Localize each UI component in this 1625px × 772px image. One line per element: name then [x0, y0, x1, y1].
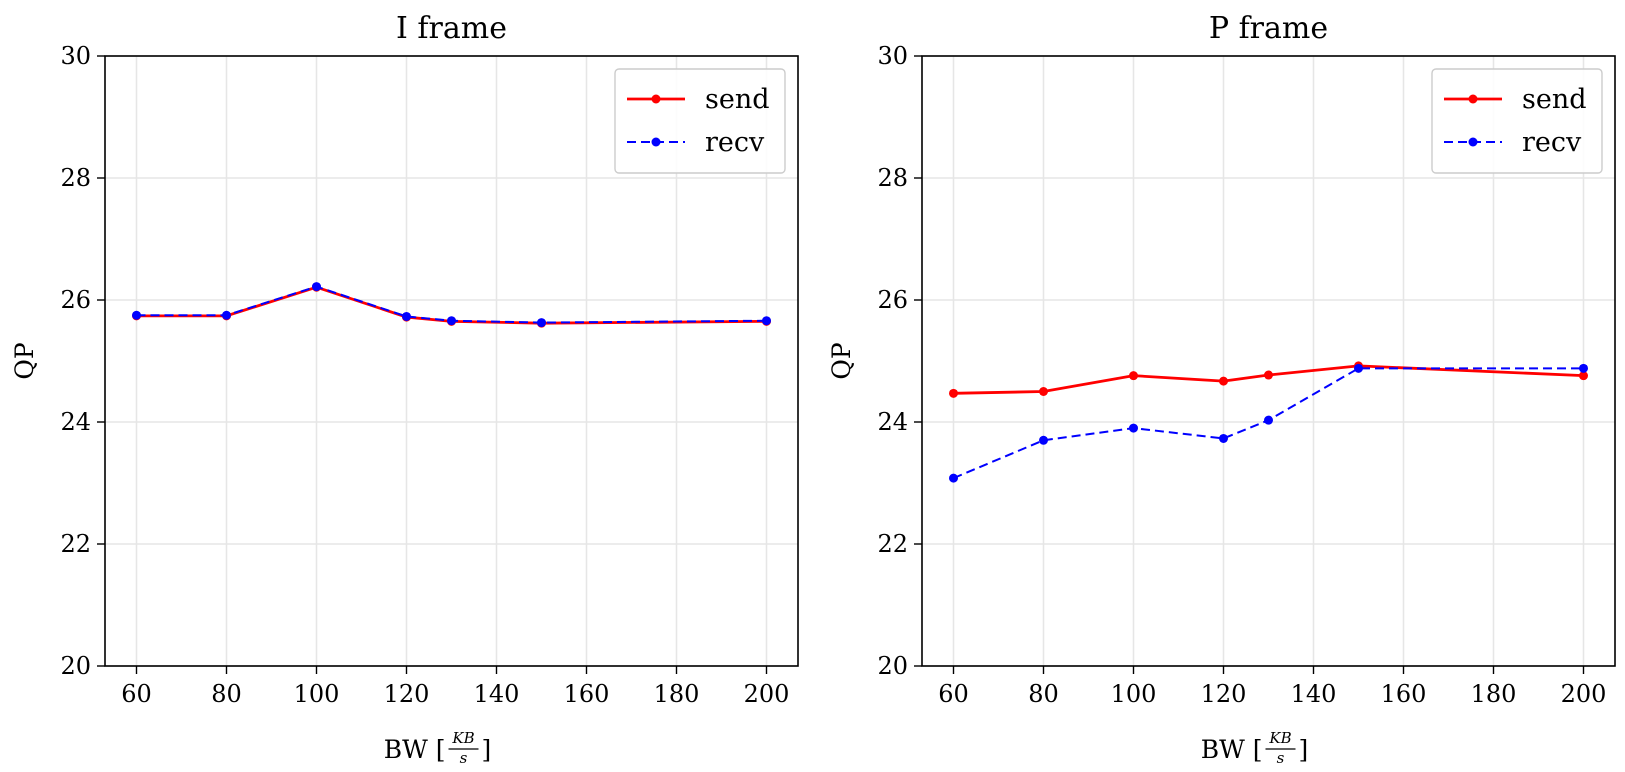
x-tick-label: 120	[384, 680, 430, 708]
x-axis-label-numerator: KB	[1268, 729, 1291, 747]
x-axis-label-main: BW [	[384, 735, 446, 764]
y-tick-label: 26	[60, 286, 91, 314]
y-tick-label: 24	[60, 408, 91, 436]
chart-panel-1: 60 80 100 120 140 160 180 200 20 22 24 26 28 30 I fram…	[10, 11, 799, 767]
data-point-recv	[402, 311, 411, 321]
data-point-recv	[949, 473, 958, 483]
chart-title: I frame	[396, 11, 507, 46]
legend-marker-send	[651, 94, 661, 104]
data-point-recv	[1129, 423, 1138, 433]
data-point-send	[1219, 376, 1228, 386]
x-tick-label: 140	[474, 680, 520, 708]
y-tick-label: 30	[877, 42, 908, 70]
x-tick-label: 180	[1471, 680, 1517, 708]
x-axis-label-numerator: KB	[451, 729, 474, 747]
series-line-send	[953, 364, 1584, 395]
data-point-send	[949, 388, 958, 398]
data-point-recv	[222, 310, 231, 320]
legend-marker-send	[1468, 94, 1478, 104]
data-point-recv	[762, 316, 771, 326]
data-point-send	[1129, 371, 1138, 381]
legend-label-send: send	[705, 84, 770, 115]
x-tick-label: 100	[294, 680, 340, 708]
x-tick-label: 60	[938, 680, 969, 708]
data-point-send	[1039, 387, 1048, 396]
y-axis-label: QP	[827, 342, 856, 379]
y-tick-label: 30	[60, 42, 91, 70]
x-axis-label: BW [ KB s]	[1201, 729, 1309, 767]
y-tick-label: 22	[877, 530, 908, 558]
x-axis-label-main: BW [	[1201, 735, 1263, 764]
x-tick-label: 80	[1028, 680, 1059, 708]
legend: send recv	[1431, 68, 1603, 174]
x-axis-label-close: ]	[482, 735, 492, 764]
y-tick-label: 24	[877, 408, 908, 436]
legend-marker-recv	[651, 137, 661, 147]
legend-label-send: send	[1522, 84, 1587, 115]
x-axis-label: BW [ KB s]	[384, 729, 492, 767]
data-point-recv	[537, 318, 546, 328]
data-point-send	[1264, 370, 1273, 380]
x-tick-label: 140	[1291, 680, 1337, 708]
data-point-recv	[1219, 433, 1228, 443]
chart-title: P frame	[1209, 11, 1328, 46]
data-point-recv	[1264, 415, 1273, 425]
data-point-recv	[1579, 363, 1588, 373]
x-axis-label-denominator: s	[1277, 749, 1285, 767]
data-point-recv	[447, 316, 456, 326]
data-point-send	[1579, 371, 1588, 381]
y-axis-label: QP	[10, 342, 39, 379]
y-tick-label: 20	[60, 652, 91, 680]
x-tick-label: 160	[564, 680, 610, 708]
y-tick-label: 22	[60, 530, 91, 558]
y-tick-label: 26	[877, 286, 908, 314]
data-point-recv	[312, 282, 321, 292]
y-tick-label: 20	[877, 652, 908, 680]
x-tick-label: 200	[1561, 680, 1607, 708]
x-tick-label: 180	[654, 680, 700, 708]
x-axis-label-close: ]	[1299, 735, 1309, 764]
chart-panel-2: 60 80 100 120 140 160 180 200 20 22 24 26 28 30 P fram…	[827, 11, 1616, 767]
x-tick-label: 160	[1381, 680, 1427, 708]
legend-marker-recv	[1468, 137, 1478, 147]
data-point-recv	[1354, 363, 1363, 373]
x-tick-label: 200	[744, 680, 790, 708]
x-tick-label: 100	[1111, 680, 1157, 708]
legend-label-recv: recv	[1522, 127, 1582, 158]
x-tick-label: 60	[121, 680, 152, 708]
x-tick-label: 80	[211, 680, 242, 708]
y-tick-label: 28	[60, 164, 91, 192]
plot-frame	[921, 55, 1616, 667]
data-point-recv	[1039, 435, 1048, 445]
data-point-recv	[132, 310, 141, 320]
legend: send recv	[614, 68, 786, 174]
x-tick-label: 120	[1201, 680, 1247, 708]
x-axis-label-denominator: s	[460, 749, 468, 767]
y-tick-label: 28	[877, 164, 908, 192]
plot-frame	[104, 55, 799, 667]
legend-label-recv: recv	[705, 127, 765, 158]
